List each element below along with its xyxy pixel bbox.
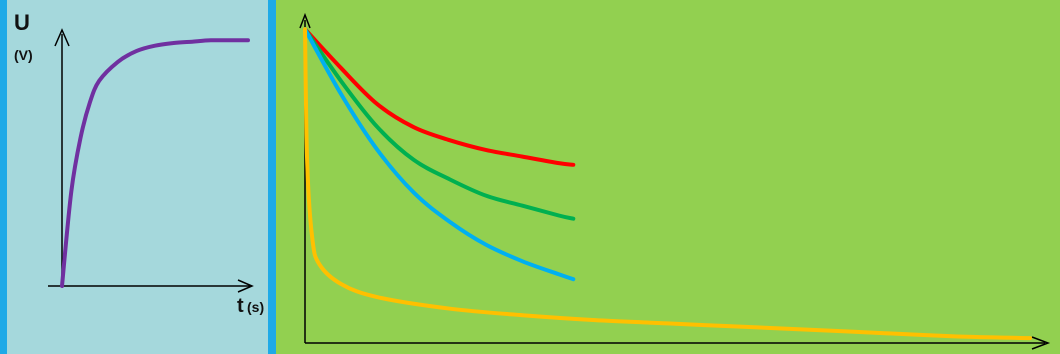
left-y-axis-unit: (V) <box>14 47 33 63</box>
right-chart-series-group <box>303 27 1032 341</box>
right-chart-series-line-3 <box>303 27 1032 341</box>
left-x-axis-label: t <box>237 295 244 317</box>
left-panel-background <box>0 0 270 354</box>
left-y-axis-arrow <box>54 28 70 47</box>
left-x-axis-arrow <box>237 279 254 293</box>
right-chart-series-line-2 <box>303 27 576 282</box>
panel-divider <box>268 0 276 354</box>
left-x-axis-unit: (s) <box>247 299 264 315</box>
right-panel-background <box>276 0 1060 354</box>
right-y-axis-arrow <box>299 12 311 29</box>
right-chart-series-line-0 <box>303 27 576 167</box>
left-chart-series-group <box>60 38 250 288</box>
left-panel-left-border <box>0 0 7 354</box>
right-chart-series-line-1 <box>303 27 576 221</box>
left-y-axis-label: U <box>14 10 30 35</box>
left-chart-series-line-0 <box>60 38 250 288</box>
right-x-axis-arrow <box>1031 336 1051 350</box>
